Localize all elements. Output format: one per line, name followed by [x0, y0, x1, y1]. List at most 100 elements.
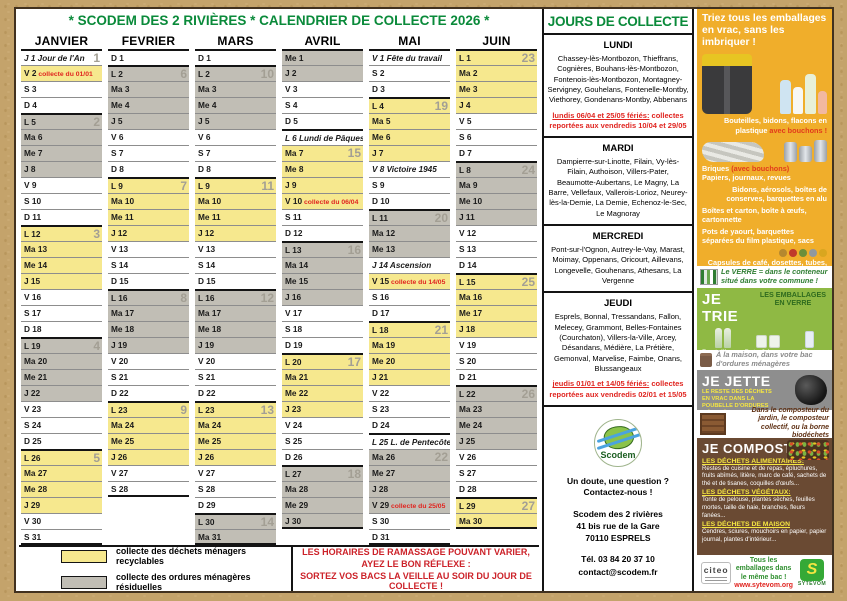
day-cell: S 14	[195, 257, 276, 273]
day-label: L 5	[24, 117, 36, 127]
week-number: 20	[434, 211, 448, 225]
day-cell: L 29 27	[456, 497, 537, 513]
day-label: S 27	[459, 468, 477, 478]
day-cell: Me 13	[369, 241, 450, 257]
residuelles-gray-swatch	[61, 575, 107, 589]
week-number: 1	[93, 51, 100, 65]
day-cell: Me 17	[456, 305, 537, 321]
day-cell: S 4	[282, 97, 363, 113]
contact-phone: Tél. 03 84 20 37 10	[581, 554, 655, 565]
day-cell: S 17	[21, 305, 102, 321]
item-briques-papers: Briques (avec bouchons) Papiers, journau…	[702, 164, 827, 182]
day-label: S 28	[198, 484, 216, 494]
composter-note: Dans le composteur du jardin, le compost…	[751, 406, 829, 439]
day-cell: V 1 Fête du travail	[369, 49, 450, 65]
capsule-shape	[779, 248, 787, 257]
week-number: 15	[347, 146, 361, 160]
day-cell: Me 8	[282, 161, 363, 177]
day-label: Me 3	[459, 84, 478, 94]
day-label: L 6 Lundi de Pâques	[285, 134, 363, 143]
holiday-reschedule-note: lundis 06/04 et 25/05 fériés: collectes …	[549, 110, 687, 130]
je-jette-title: JE JETTE	[702, 372, 771, 389]
day-cell: S 28	[195, 481, 276, 497]
je-composte-title: JE COMPOSTE	[702, 440, 802, 456]
day-cell: V 20	[108, 353, 189, 369]
day-label: S 25	[285, 436, 303, 446]
composter-photo	[700, 412, 726, 435]
day-label: S 21	[111, 372, 129, 382]
day-label: S 31	[24, 532, 42, 542]
sorting-guide-column: Triez tous les emballages en vrac, sans …	[697, 9, 832, 591]
day-cell: V 5	[456, 113, 537, 129]
item-capsules: Capsules de café, dosettes, tubes, couve…	[702, 258, 827, 267]
week-number: 6	[180, 67, 187, 81]
day-cell: Me 21	[21, 369, 102, 385]
day-cell: J 21	[369, 369, 450, 385]
day-cell: J 9	[282, 177, 363, 193]
can-shape	[814, 139, 827, 162]
day-cell: V 22	[369, 385, 450, 401]
day-cell: S 10	[21, 193, 102, 209]
day-label: S 10	[24, 196, 42, 206]
day-cell: J 22	[21, 385, 102, 401]
house-waste-heading: LES DÉCHETS DE MAISON	[702, 521, 790, 529]
day-cell: V 16	[21, 289, 102, 305]
bottle-shape	[780, 80, 791, 115]
day-label: L 26	[24, 453, 41, 463]
day-cell: V 10 collecte du 06/04	[282, 193, 363, 209]
day-label: S 20	[459, 356, 477, 366]
month-name: MAI	[398, 34, 421, 48]
day-label: J 21	[372, 372, 389, 382]
day-label: V 9	[24, 180, 37, 190]
day-cell: V 6	[195, 129, 276, 145]
page-title: * SCODEM DES 2 RIVIÈRES * CALENDRIER DE …	[68, 13, 490, 28]
day-label: S 21	[198, 372, 216, 382]
day-cell: L 4 19	[369, 97, 450, 113]
papers-and-cans-row	[702, 138, 827, 162]
week-number: 10	[260, 67, 274, 81]
day-cell: L 20 17	[282, 353, 363, 369]
warning-box: LES HORAIRES DE RAMASSAGE POUVANT VARIER…	[291, 547, 539, 591]
day-cell: S 25	[282, 433, 363, 449]
holiday-dates-underlined: jeudis 01/01 et 14/05 fériés:	[552, 379, 650, 389]
eco-footer: citeo Tous les emballages dans le même b…	[697, 555, 832, 591]
collection-day-section-lundi: LUNDI Chassey-lès-Montbozon, Thieffrans, …	[544, 35, 692, 138]
green-waste-heading: LES DÉCHETS VÉGÉTAUX:	[702, 489, 791, 497]
day-cell: Ma 5	[369, 113, 450, 129]
week-number: 26	[521, 387, 535, 401]
day-label: J 14 Ascension	[372, 261, 432, 270]
day-label: V 22	[372, 388, 390, 398]
glass-note: Le VERRE = dans le conteneur situé dans …	[721, 267, 828, 286]
day-cell: L 11 20	[369, 209, 450, 225]
sytevom-s-icon: S	[799, 559, 824, 582]
day-label: D 11	[24, 212, 42, 222]
day-cell: Ma 7 15	[282, 145, 363, 161]
day-label: Me 1	[285, 53, 304, 63]
day-label: D 19	[285, 340, 303, 350]
week-number: 5	[93, 451, 100, 465]
day-label: Ma 26	[372, 452, 396, 462]
day-label: Ma 27	[24, 468, 48, 478]
day-cell: L 16 8	[108, 289, 189, 305]
day-label: Me 6	[372, 132, 391, 142]
day-label: S 2	[372, 68, 385, 78]
day-label: L 9	[198, 181, 210, 191]
week-number: 22	[434, 450, 448, 464]
day-cell: L 27 18	[282, 465, 363, 481]
day-cell: Ma 20	[21, 353, 102, 369]
glass-bottle-shape	[723, 327, 731, 348]
day-cell: Me 15	[282, 273, 363, 289]
day-label: V 27	[198, 468, 216, 478]
day-label: J 1 Jour de l'An	[24, 54, 85, 63]
day-label: V 6	[198, 132, 211, 142]
day-cell: V 8 Victoire 1945	[369, 161, 450, 177]
glass-bottle-shape	[714, 327, 722, 348]
day-label: Me 7	[24, 148, 43, 158]
day-cell: D 8	[108, 161, 189, 177]
day-label: J 8	[24, 164, 36, 174]
day-label: L 9	[111, 181, 123, 191]
coffee-capsules-photo	[702, 248, 827, 257]
day-label: J 29	[24, 500, 41, 510]
day-label: Ma 23	[459, 404, 483, 414]
day-cell: L 5 2	[21, 113, 102, 129]
